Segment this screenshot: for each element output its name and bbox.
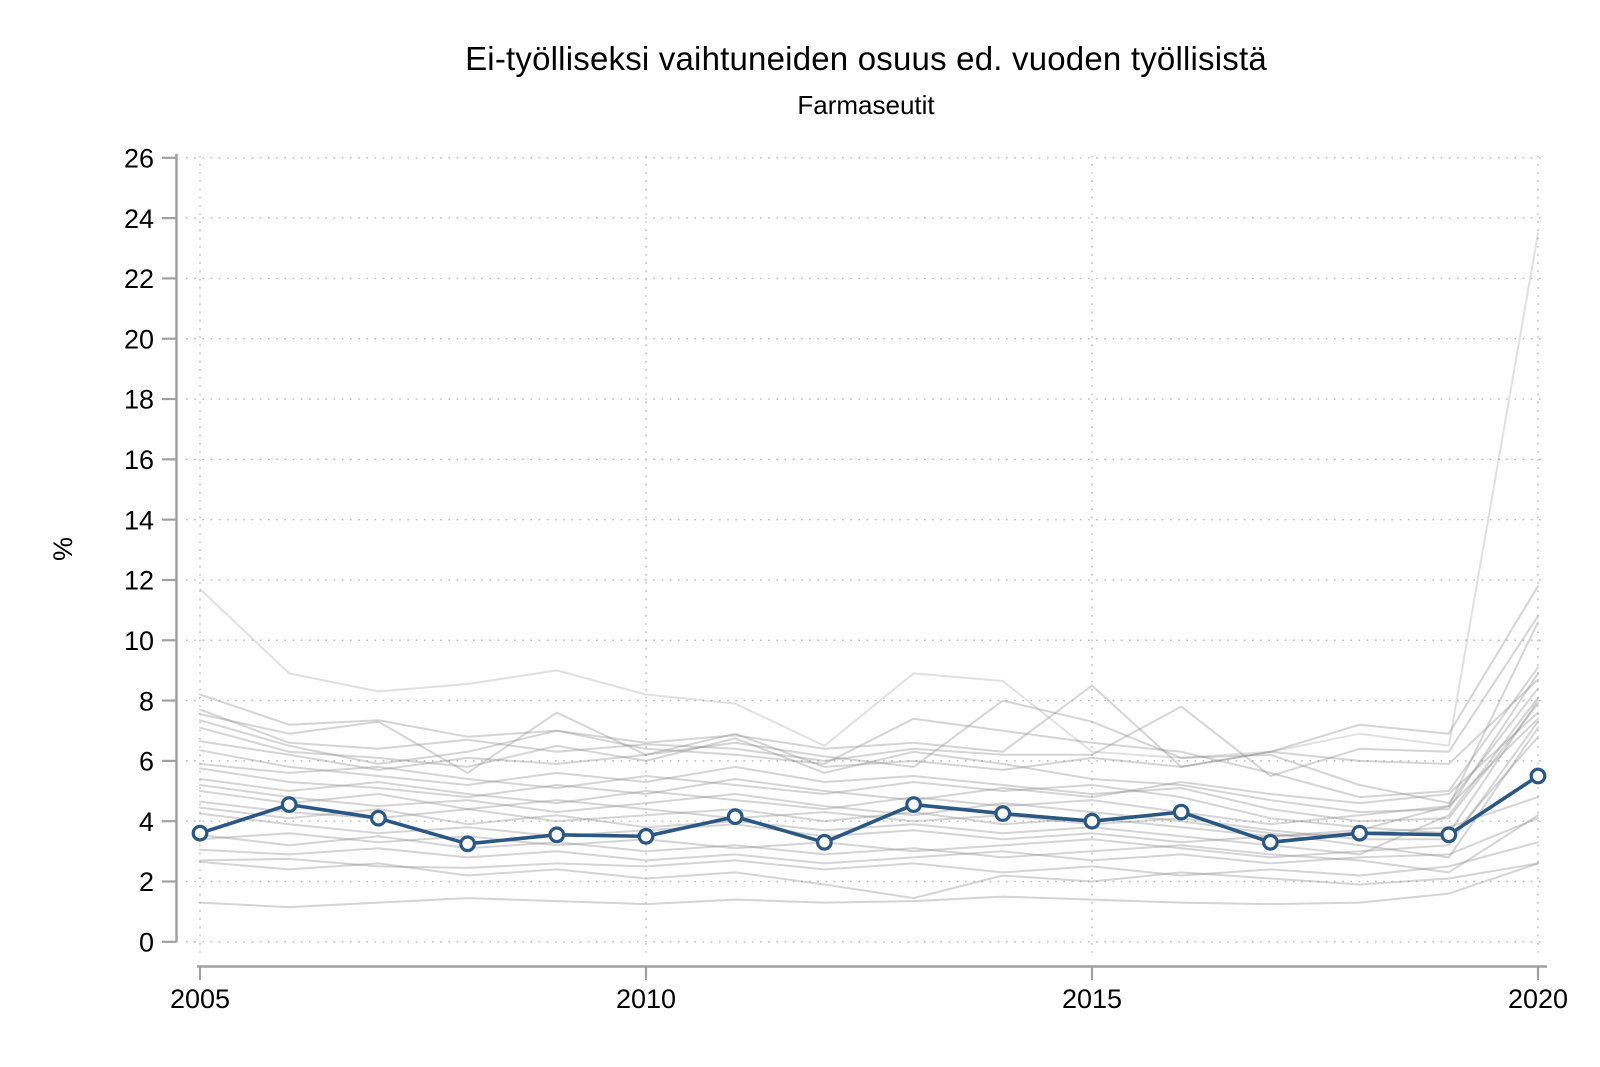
y-tick-label: 24 — [124, 204, 154, 234]
data-point-marker — [1529, 767, 1547, 785]
data-point-marker — [1083, 812, 1101, 830]
y-tick-label: 22 — [124, 264, 154, 294]
data-point-marker — [548, 826, 566, 844]
chart-title: Ei-työlliseksi vaihtuneiden osuus ed. vu… — [465, 40, 1267, 77]
y-tick-label: 10 — [124, 626, 154, 656]
data-point-marker — [1440, 826, 1458, 844]
data-point-marker — [191, 824, 209, 842]
y-tick-label: 14 — [124, 505, 154, 535]
data-point-marker — [459, 835, 477, 853]
background-series-line — [199, 711, 1539, 805]
data-point-marker — [370, 809, 387, 827]
background-series-line — [199, 814, 1539, 874]
y-tick-label: 12 — [124, 566, 154, 596]
data-point-marker — [726, 808, 744, 826]
background-series-line — [199, 860, 1539, 900]
background-series-line — [199, 678, 1539, 771]
data-point-marker — [1261, 833, 1279, 851]
x-tick-label: 2005 — [170, 984, 230, 1014]
y-tick-label: 4 — [139, 807, 154, 837]
y-tick-label: 26 — [124, 144, 154, 174]
background-series-line — [199, 720, 1539, 859]
y-axis-label: % — [48, 537, 78, 561]
data-point-marker — [280, 796, 298, 813]
data-point-marker — [637, 827, 655, 845]
chart-subtitle: Farmaseutit — [797, 90, 935, 120]
data-point-marker — [905, 796, 922, 813]
background-series-line — [199, 696, 1539, 856]
background-series-line — [199, 699, 1539, 835]
background-series-line — [199, 841, 1539, 877]
background-series-line — [199, 666, 1539, 799]
background-series-line — [199, 585, 1539, 768]
data-point-marker — [994, 805, 1012, 822]
background-series-line — [199, 232, 1539, 759]
background-series-line — [199, 672, 1539, 814]
data-point-marker — [1172, 803, 1190, 821]
y-tick-label: 6 — [139, 747, 154, 777]
background-series-line — [199, 615, 1539, 777]
background-series-line — [199, 717, 1539, 826]
highlight-series-line — [198, 774, 1540, 846]
data-point-marker — [1351, 824, 1368, 842]
y-tick-label: 0 — [139, 928, 154, 958]
x-tick-label: 2010 — [616, 984, 676, 1014]
y-tick-label: 18 — [124, 385, 154, 415]
y-tick-label: 8 — [139, 686, 154, 716]
background-series-line — [199, 687, 1539, 805]
background-series-line — [199, 621, 1539, 838]
background-series-line — [199, 862, 1539, 909]
y-tick-label: 16 — [124, 445, 154, 475]
x-tick-label: 2015 — [1062, 984, 1122, 1014]
x-tick-label: 2020 — [1508, 984, 1568, 1014]
background-series-line — [199, 702, 1539, 823]
background-series-line — [199, 735, 1539, 841]
background-series-line — [199, 817, 1539, 865]
y-tick-label: 2 — [139, 867, 154, 897]
y-tick-label: 20 — [124, 324, 154, 354]
data-point-marker — [816, 833, 833, 851]
